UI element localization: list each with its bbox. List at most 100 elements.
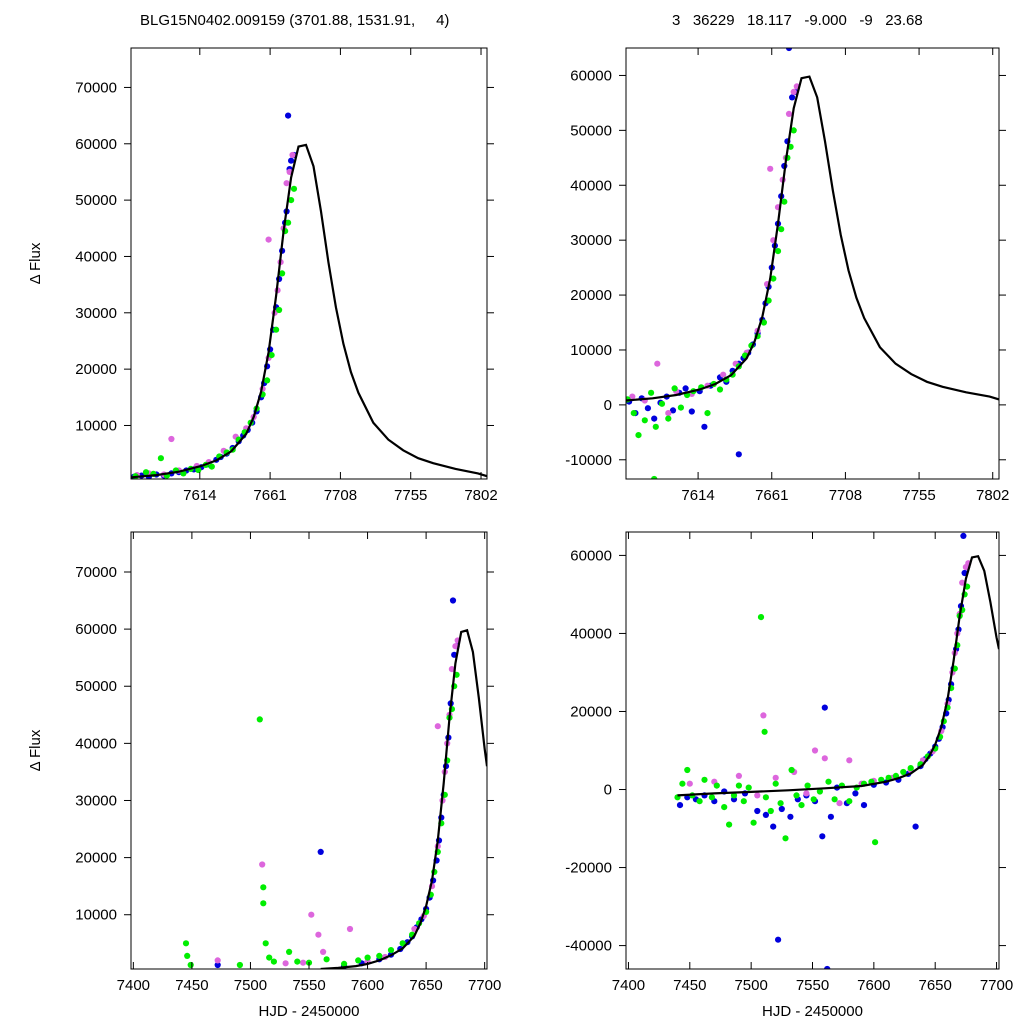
data-point-blue [285,112,292,119]
data-point-violet [836,800,843,807]
data-point-green [726,821,733,828]
data-point-green [262,940,269,947]
data-point-violet [434,723,441,730]
data-point-green [268,352,275,359]
data-point-green [208,463,215,470]
data-point-violet [289,151,296,159]
y-tick-label: 70000 [75,564,117,581]
x-tick-label: 7500 [734,977,767,994]
data-point-green [716,386,724,393]
x-tick-label: 7550 [796,977,829,994]
x-tick-label: 7661 [253,487,286,504]
data-point-green [772,780,779,787]
panel-2: 7614 7661 7708 7755 7802 -10000 0 10000 20000 300… [565,47,1009,504]
data-point-violet [767,165,774,172]
data-point-green [778,226,785,233]
plot-frame [625,47,1000,480]
y-tick-label: 50000 [75,192,117,209]
data-point-green [184,952,191,960]
data-point-green [677,404,685,411]
y-tick-label: 70000 [75,79,117,96]
data-point-blue [775,936,782,943]
x-tick-label: 7600 [857,977,890,994]
x-tick-label: 7500 [234,977,267,994]
y-tick-label: -20000 [565,860,612,877]
x-tick-label: 7400 [117,977,150,994]
data-point-green [652,423,659,430]
x-tick-label: 7708 [829,487,862,504]
data-point-blue [288,157,295,164]
y-axis-label: Δ Flux [27,242,44,284]
x-tick-label: 7708 [324,487,357,504]
data-point-green [793,792,800,799]
data-point-green [273,326,280,333]
y-tick-label: -40000 [565,938,612,955]
data-point-blue [819,833,826,840]
data-point-green [735,782,743,789]
data-point-violet [265,236,272,243]
data-point-violet [772,774,779,781]
x-tick-label: 7755 [394,487,427,504]
data-point-green [648,389,655,396]
data-point-green [364,954,371,961]
data-point-green [885,774,892,781]
data-point-green [286,948,293,956]
data-point-green [730,792,738,799]
data-point-violet [282,960,289,967]
data-point-green [142,469,150,476]
data-point-blue [644,405,652,412]
data-point-green [285,219,292,226]
data-point-green [387,947,395,954]
data-point-blue [688,408,695,415]
data-point-green [376,952,383,960]
data-point-violet [320,948,327,956]
data-point-blue [669,407,677,414]
y-tick-label: 40000 [570,177,612,194]
data-point-blue [449,597,457,604]
y-tick-label: 50000 [75,678,117,695]
y-tick-label: 20000 [570,703,612,720]
data-point-green [355,957,362,964]
data-point-green [187,961,194,969]
data-point-green [788,766,795,774]
plot-area [626,48,999,479]
data-point-violet [959,579,966,586]
data-point-violet [735,772,743,780]
data-point-green [256,716,263,723]
y-tick-label: 40000 [75,735,117,752]
data-point-violet [300,959,307,966]
data-point-green [684,766,691,774]
data-point-blue [852,790,859,797]
data-point-green [757,614,765,621]
data-point-violet [811,747,819,754]
y-tick-label: 10000 [570,342,612,359]
data-point-green [236,961,243,969]
y-tick-label: 0 [604,782,612,799]
data-point-blue [651,415,658,422]
data-point-green [182,940,190,947]
plot-area [182,597,487,969]
data-point-green [762,794,770,801]
x-tick-label: 7700 [468,977,501,994]
y-tick-label: 10000 [75,907,117,924]
x-tick-label: 7755 [902,487,935,504]
data-point-green [900,768,907,776]
y-tick-label: 20000 [75,850,117,867]
data-point-green [750,819,757,826]
y-tick-label: 20000 [75,361,117,378]
plot-area [131,112,487,479]
data-point-green [658,400,666,407]
plot-frame [130,531,488,970]
data-point-violet [168,435,175,443]
data-point-violet [308,911,315,918]
data-point-green [770,275,777,282]
data-point-blue [824,965,831,969]
x-tick-label: 7614 [681,487,714,504]
data-point-green [816,788,824,795]
y-tick-label: 60000 [570,67,612,84]
data-point-green [701,776,708,783]
model-curve [677,554,999,797]
panel-3: 7400 7450 7500 7550 7600 7650 7700 10000 20000 30… [27,531,501,1020]
data-point-green [264,377,271,384]
plot-frame [130,47,488,480]
